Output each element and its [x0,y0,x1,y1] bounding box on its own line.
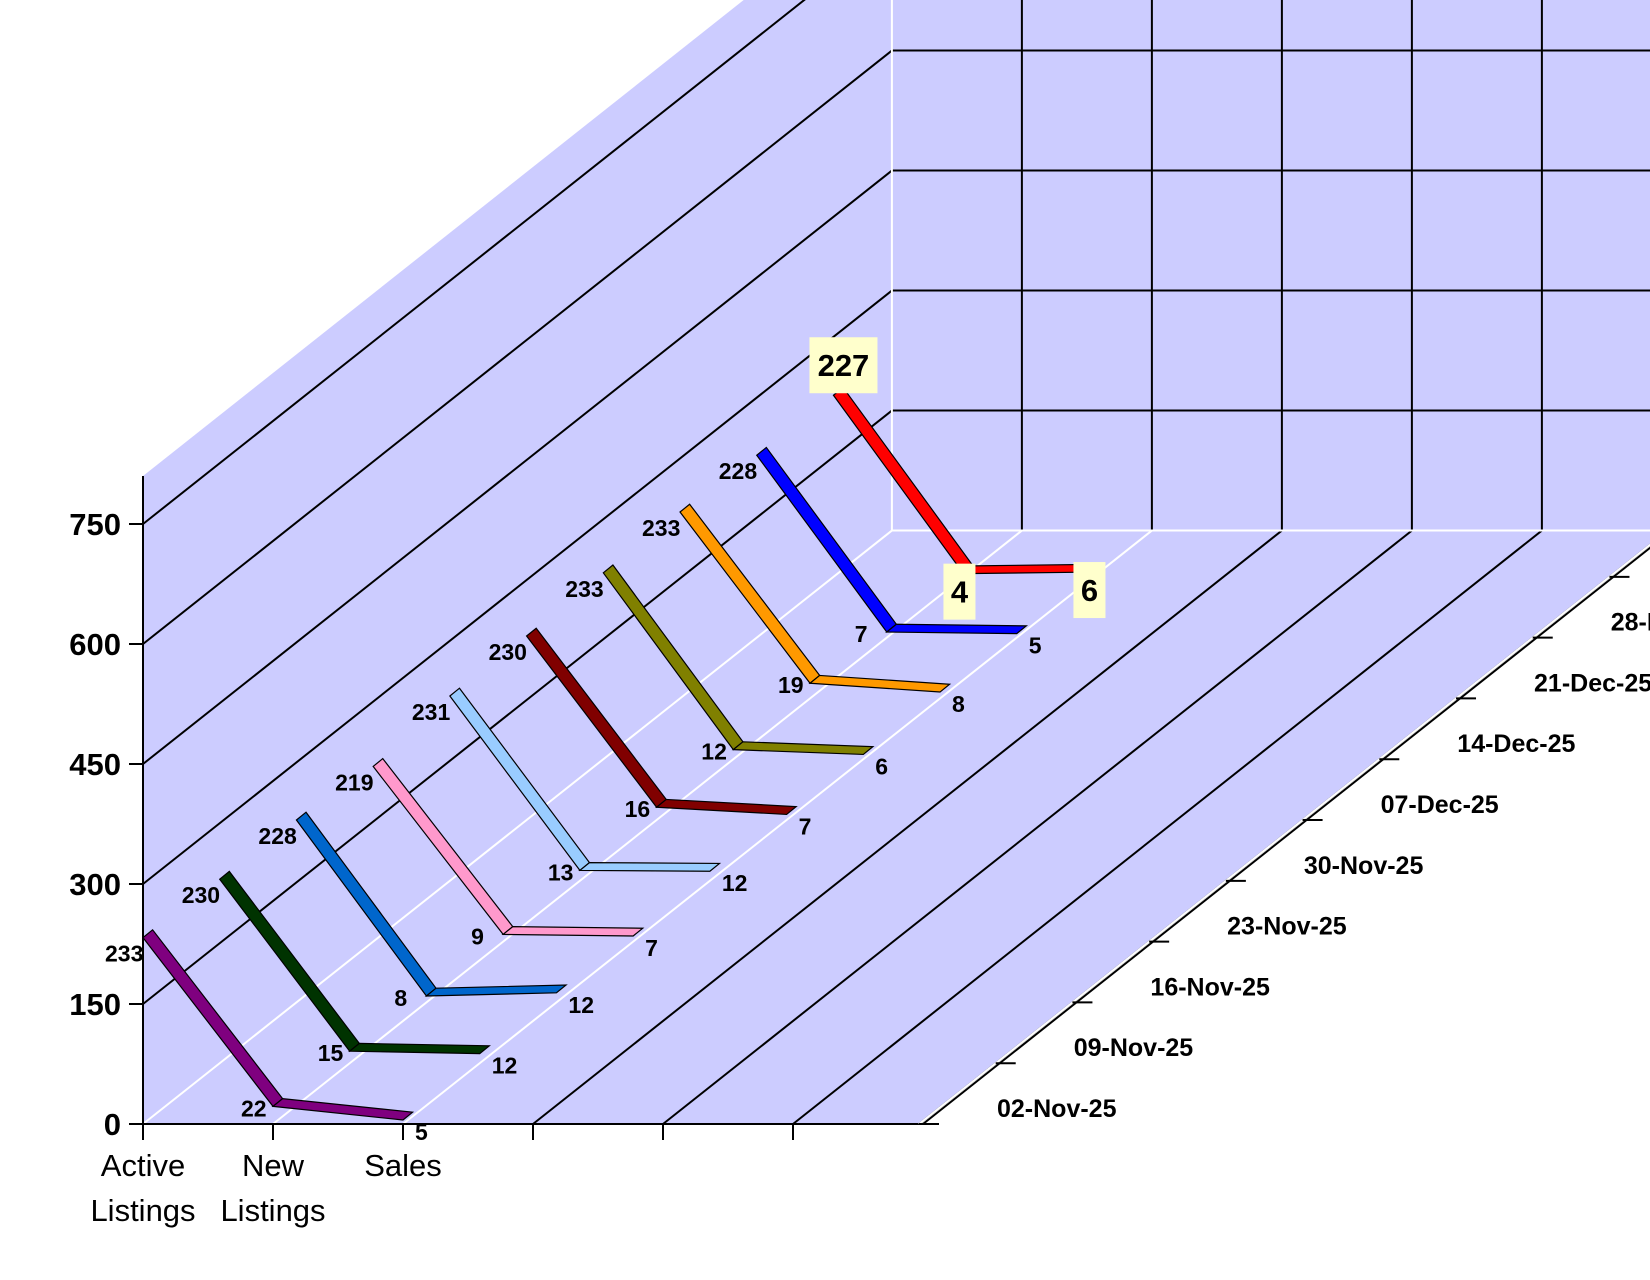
chart-value-labels: 233 22 5 230 15 12 228 8 12 219 9 7 231 13 12 230 16 7 233… [105,337,1106,1145]
value-label: 219 [335,769,373,795]
category-label: New Listings [220,1148,325,1228]
category-label: Active Listings [90,1148,195,1228]
value-label: 6 [875,753,888,779]
date-tick-label: 09-Nov-25 [1074,1034,1194,1062]
value-label: 233 [642,515,680,541]
left-wall-gridline [142,409,893,1005]
date-tick-label: 02-Nov-25 [997,1095,1117,1123]
series-ribbon [271,1097,415,1121]
date-tick-label: 21-Dec-25 [1534,669,1650,697]
value-label: 233 [565,576,603,602]
value-label: 12 [492,1053,518,1079]
value-label: 7 [855,621,868,647]
value-label: 9 [471,923,484,949]
series-ribbon [808,674,952,693]
series-ribbon [424,984,568,997]
date-tick-label: 28-Dec-25 [1611,609,1650,637]
date-tick-label: 23-Nov-25 [1227,913,1347,941]
value-label: 6 [1081,573,1098,608]
date-tick-label: 30-Nov-25 [1304,852,1424,880]
value-label: 233 [105,941,143,967]
left-wall [143,0,892,1124]
floor-gridline [662,529,1413,1125]
value-label: 231 [412,699,451,725]
floor-gridline [922,546,1650,1125]
chart-walls [143,0,1650,1124]
y-tick-label: 750 [69,507,121,542]
value-label: 227 [818,348,870,383]
series-ribbon [655,798,798,816]
value-label: 228 [719,458,758,484]
series-ribbon [885,623,1029,635]
floor-gridline [402,529,1153,1125]
date-tick-label: 07-Dec-25 [1381,791,1499,819]
value-label: 7 [799,813,812,839]
series-ribbon [501,926,645,937]
left-wall-gridline [142,49,893,645]
category-label: Sales [364,1148,442,1183]
left-wall-gridline [142,289,893,885]
value-label: 4 [951,575,969,610]
value-label: 12 [701,739,727,765]
value-label: 228 [258,823,297,849]
series-ribbon [578,862,722,872]
value-label: 230 [489,639,527,665]
value-label: 8 [394,985,407,1011]
value-label: 15 [318,1040,344,1066]
left-wall-gridline [142,169,893,765]
y-tick-label: 450 [69,747,121,782]
date-tick-label: 14-Dec-25 [1457,730,1575,758]
value-label: 5 [1029,633,1042,659]
floor-gridline [532,529,1283,1125]
y-tick-label: 0 [104,1107,121,1142]
series-ribbon [731,741,875,756]
floor-gridline [142,529,893,1125]
depth-axis-edge [918,543,1650,1125]
floor-gridline [792,529,1543,1125]
y-tick-label: 300 [69,867,121,902]
value-label: 13 [548,859,574,885]
value-label: 8 [952,691,965,717]
value-label: 19 [778,672,804,698]
value-label: 7 [645,935,658,961]
value-label-box [943,563,976,620]
chart-axes: 0 150 300 450 600 750 Active Listings New Listing… [69,476,1650,1228]
value-label-box [809,337,878,394]
back-wall [891,0,1650,531]
value-label: 22 [241,1095,267,1121]
value-label: 5 [415,1119,428,1145]
value-label: 16 [625,796,651,822]
value-label: 12 [722,870,748,896]
y-tick-label: 150 [69,987,121,1022]
floor [143,530,1650,1124]
left-wall-gridline [142,0,806,525]
y-tick-label: 600 [69,627,121,662]
value-label: 12 [568,992,594,1018]
value-label-box [1073,562,1106,619]
date-tick-label: 16-Nov-25 [1150,973,1270,1001]
value-label: 230 [182,882,220,908]
series-ribbon [348,1042,491,1055]
